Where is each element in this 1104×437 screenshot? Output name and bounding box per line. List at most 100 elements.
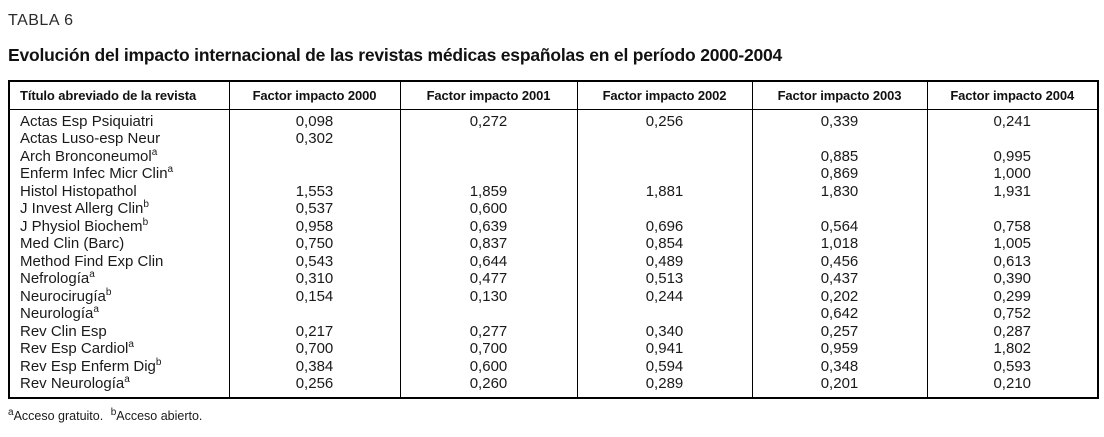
impact-factor-cell: 0,390 xyxy=(926,270,1099,288)
impact-factor-cell: 0,437 xyxy=(751,270,928,288)
table-header: Título abreviado de la revista Factor im… xyxy=(8,80,1099,110)
journal-name-cell: Actas Esp Psiquiatri xyxy=(8,109,230,130)
impact-factor-cell: 1,553 xyxy=(228,182,401,200)
journal-name: Histol Histopathol xyxy=(20,182,137,200)
column-header-impact-2000: Factor impacto 2000 xyxy=(228,80,401,110)
impact-factor-cell: 0,750 xyxy=(228,235,401,253)
table-row: Actas Esp Psiquiatri 0,098 0,272 0,256 0,339… xyxy=(8,109,1099,130)
impact-factor-cell: 0,564 xyxy=(751,217,928,235)
column-header-impact-2001: Factor impacto 2001 xyxy=(399,80,578,110)
impact-factor-cell: 0,339 xyxy=(751,109,928,130)
journal-name: J Physiol Biochem xyxy=(20,217,143,235)
footnote-marker: a xyxy=(167,164,174,175)
footnote-marker: a xyxy=(124,374,130,385)
journal-name-cell: Rev Clin Esp xyxy=(8,322,230,340)
impact-factor-cell: 0,260 xyxy=(399,375,578,398)
impact-factor-table: Título abreviado de la revista Factor im… xyxy=(8,80,1099,399)
impact-factor-cell: 0,752 xyxy=(926,305,1099,323)
footnote-marker: a xyxy=(93,304,99,315)
footnote-marker: a xyxy=(128,339,134,350)
footnote-a-text: Acceso gratuito. xyxy=(13,408,104,423)
column-header-journal: Título abreviado de la revista xyxy=(8,80,230,110)
impact-factor-cell: 1,005 xyxy=(926,235,1099,253)
footnote-b-text: Acceso abierto. xyxy=(116,408,203,423)
journal-name-cell: Rev Neurologíaa xyxy=(8,374,230,398)
impact-factor-cell: 0,201 xyxy=(751,375,928,398)
table-row: Histol Histopathol 1,553 1,859 1,881 1,830 1,… xyxy=(8,182,1099,200)
impact-factor-cell: 0,600 xyxy=(399,200,578,218)
impact-factor-cell: 0,600 xyxy=(399,357,578,375)
header-row: Título abreviado de la revista Factor im… xyxy=(8,80,1099,110)
table-number-label: TABLA 6 xyxy=(8,12,74,29)
impact-factor-cell: 1,830 xyxy=(751,182,928,200)
impact-factor-cell: 0,995 xyxy=(926,147,1099,165)
table-row: J Invest Allerg Clinb 0,537 0,600 xyxy=(8,200,1099,218)
impact-factor-cell: 0,594 xyxy=(576,357,753,375)
impact-factor-cell: 0,348 xyxy=(751,357,928,375)
impact-factor-cell: 0,613 xyxy=(926,252,1099,270)
table-footnote: aAcceso gratuito. bAcceso abierto. xyxy=(8,406,1097,423)
impact-factor-cell: 0,513 xyxy=(576,270,753,288)
impact-factor-cell xyxy=(926,130,1099,148)
journal-name-cell: Neurologíaa xyxy=(8,304,230,323)
impact-factor-cell: 0,537 xyxy=(228,200,401,218)
journal-name: Rev Esp Enferm Dig xyxy=(20,357,156,375)
impact-factor-cell: 0,837 xyxy=(399,235,578,253)
impact-factor-cell: 0,384 xyxy=(228,357,401,375)
journal-name-cell: J Physiol Biochemb xyxy=(8,216,230,235)
footnote-b-marker: b xyxy=(110,406,117,418)
impact-factor-cell: 0,210 xyxy=(926,375,1099,398)
impact-factor-cell: 0,154 xyxy=(228,287,401,305)
journal-name: Neurología xyxy=(20,305,94,322)
impact-factor-cell xyxy=(228,147,401,165)
impact-factor-cell: 1,931 xyxy=(926,182,1099,200)
impact-factor-cell xyxy=(399,147,578,165)
column-header-impact-2003: Factor impacto 2003 xyxy=(751,80,928,110)
footnote-a-marker: a xyxy=(8,406,14,418)
impact-factor-cell: 0,256 xyxy=(576,109,753,130)
impact-factor-cell xyxy=(399,305,578,323)
impact-factor-cell: 0,593 xyxy=(926,357,1099,375)
journal-name-cell: Rev Esp Enferm Digb xyxy=(8,357,230,375)
impact-factor-cell: 0,302 xyxy=(228,130,401,148)
impact-factor-cell: 0,700 xyxy=(228,340,401,358)
impact-factor-cell: 0,758 xyxy=(926,217,1099,235)
table-row: Rev Clin Esp 0,217 0,277 0,340 0,257 0,287 xyxy=(8,322,1099,340)
impact-factor-cell xyxy=(576,305,753,323)
table-row: Rev Neurologíaa 0,256 0,260 0,289 0,201 0,210 xyxy=(8,374,1099,398)
impact-factor-cell xyxy=(751,200,928,218)
impact-factor-cell: 0,869 xyxy=(751,165,928,183)
journal-name-cell: Method Find Exp Clin xyxy=(8,252,230,270)
journal-name: Actas Esp Psiquiatri xyxy=(20,112,154,130)
impact-factor-cell xyxy=(399,165,578,183)
impact-factor-cell: 0,244 xyxy=(576,287,753,305)
table-row: Nefrologíaa 0,310 0,477 0,513 0,437 0,390 xyxy=(8,269,1099,288)
page: TABLA 6 Evolución del impacto internacio… xyxy=(8,12,1099,423)
journal-name-cell: Nefrologíaa xyxy=(8,269,230,288)
impact-factor-cell xyxy=(576,165,753,183)
journal-name-cell: Neurocirugíab xyxy=(8,287,230,305)
impact-factor-cell: 0,477 xyxy=(399,270,578,288)
journal-name-cell: Rev Esp Cardiola xyxy=(8,339,230,358)
journal-name: Method Find Exp Clin xyxy=(20,252,164,270)
footnote-marker: b xyxy=(142,216,149,228)
impact-factor-cell: 0,287 xyxy=(926,322,1099,340)
journal-name-cell: Med Clin (Barc) xyxy=(8,235,230,253)
impact-factor-cell: 0,700 xyxy=(399,340,578,358)
impact-factor-cell: 0,289 xyxy=(576,375,753,398)
journal-name-cell: Enferm Infec Micr Clina xyxy=(8,164,230,183)
journal-name: Neurocirugía xyxy=(20,287,106,305)
table-row: Rev Esp Enferm Digb 0,384 0,600 0,594 0,348 0… xyxy=(8,357,1099,375)
impact-factor-cell xyxy=(926,200,1099,218)
footnote-marker: a xyxy=(151,146,158,158)
impact-factor-cell: 1,881 xyxy=(576,182,753,200)
impact-factor-cell: 0,885 xyxy=(751,147,928,165)
impact-factor-cell xyxy=(751,130,928,148)
impact-factor-cell xyxy=(228,165,401,183)
table-title: Evolución del impacto internacional de l… xyxy=(8,45,783,65)
footnote-marker: a xyxy=(89,269,95,280)
table-row: Arch Bronconeumola 0,885 0,995 xyxy=(8,146,1099,165)
impact-factor-cell: 0,644 xyxy=(399,252,578,270)
journal-name: Rev Clin Esp xyxy=(20,322,107,340)
impact-factor-cell: 0,456 xyxy=(751,252,928,270)
